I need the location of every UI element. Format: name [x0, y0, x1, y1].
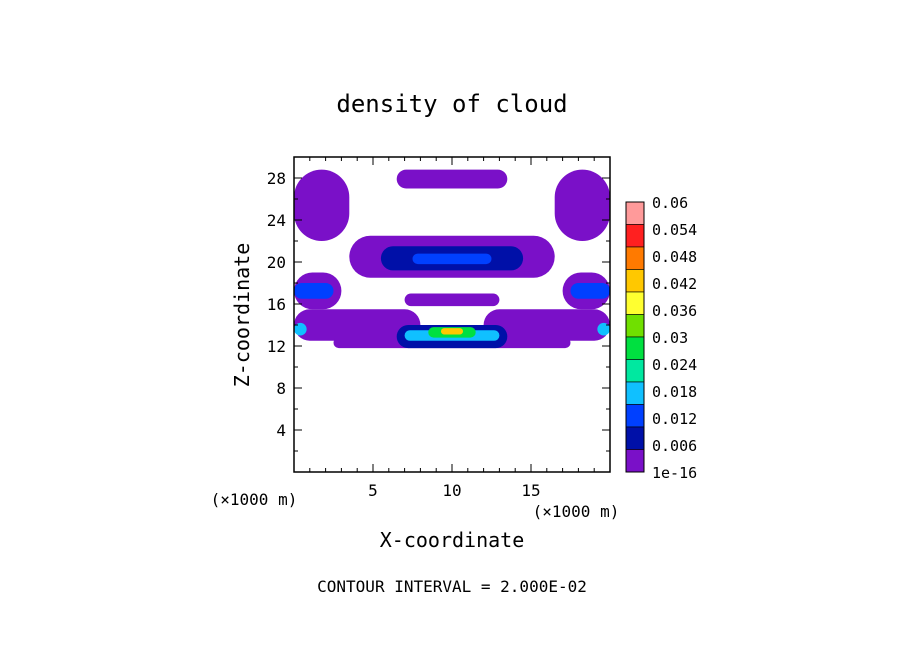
colorbar-label: 0.012 [652, 410, 697, 428]
y-tick-label: 28 [267, 169, 286, 188]
contour-interval-note: CONTOUR INTERVAL = 2.000E-02 [317, 577, 587, 596]
colorbar-label: 0.042 [652, 275, 697, 293]
contour-region [483, 309, 610, 341]
colorbar-label: 0.03 [652, 329, 688, 347]
colorbar-label: 0.048 [652, 248, 697, 266]
contour-region [294, 309, 421, 341]
contour-region [404, 293, 500, 307]
contour-region [396, 169, 508, 189]
colorbar-swatch [625, 426, 645, 450]
y-tick-label: 12 [267, 337, 286, 356]
chart-title: density of cloud [336, 90, 567, 118]
colorbar-label: 0.018 [652, 383, 697, 401]
colorbar: 0.06 0.054 0.048 0.042 0.036 0.03 0.024 0.018 0.… [625, 194, 697, 482]
y-tick-label: 8 [276, 379, 286, 398]
y-tick-label: 4 [276, 421, 286, 440]
colorbar-swatch [625, 269, 645, 293]
contour-field [294, 169, 610, 349]
contour-region [554, 169, 610, 241]
colorbar-label: 0.024 [652, 356, 697, 374]
colorbar-swatch [625, 449, 645, 473]
colorbar-label: 0.006 [652, 437, 697, 455]
contour-region [597, 322, 610, 336]
x-tick-label: 5 [368, 481, 378, 500]
y-tick-label: 16 [267, 295, 286, 314]
colorbar-label: 1e-16 [652, 464, 697, 482]
y-axis: 4 8 12 16 20 24 28 [267, 169, 610, 452]
x-unit-right: (×1000 m) [533, 502, 620, 521]
colorbar-swatch [625, 359, 645, 383]
x-tick-label: 15 [521, 481, 540, 500]
contour-region [294, 283, 334, 299]
y-tick-label: 20 [267, 253, 286, 272]
contour-region [294, 169, 350, 241]
colorbar-swatch [625, 291, 645, 315]
colorbar-swatch [625, 224, 645, 248]
x-axis: 5 10 15 [309, 157, 595, 500]
x-axis-label: X-coordinate [380, 528, 525, 552]
colorbar-swatch [625, 404, 645, 428]
x-tick-label: 10 [442, 481, 461, 500]
contour-region [570, 283, 610, 299]
colorbar-swatch [625, 381, 645, 405]
contour-region [294, 322, 307, 336]
contour-region [440, 328, 464, 335]
colorbar-swatch [625, 201, 645, 225]
colorbar-label: 0.054 [652, 221, 697, 239]
colorbar-swatch [625, 336, 645, 360]
y-axis-label: Z-coordinate [230, 243, 254, 388]
colorbar-label: 0.036 [652, 302, 697, 320]
colorbar-label: 0.06 [652, 194, 688, 212]
colorbar-swatch [625, 314, 645, 338]
y-tick-label: 24 [267, 211, 286, 230]
contour-region [412, 253, 492, 265]
x-unit-left: (×1000 m) [211, 490, 298, 509]
colorbar-swatch [625, 246, 645, 270]
colorbar-frame [625, 201, 645, 473]
